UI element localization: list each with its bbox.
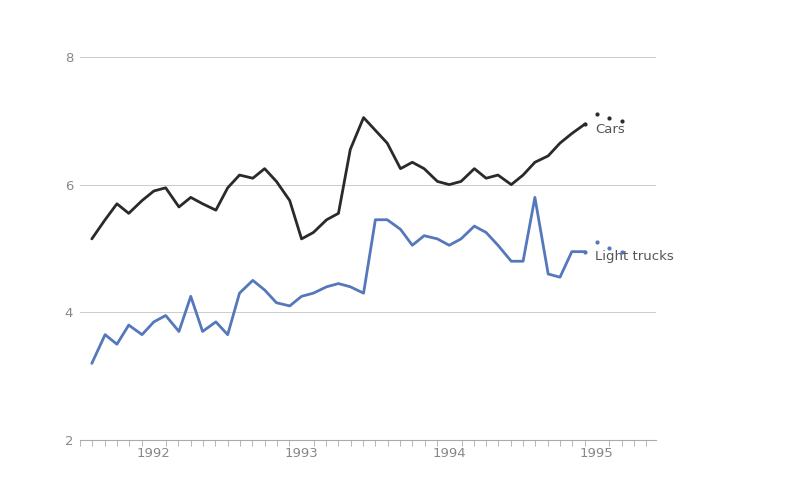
Text: Cars: Cars — [595, 122, 625, 136]
Text: Light trucks: Light trucks — [595, 250, 674, 264]
